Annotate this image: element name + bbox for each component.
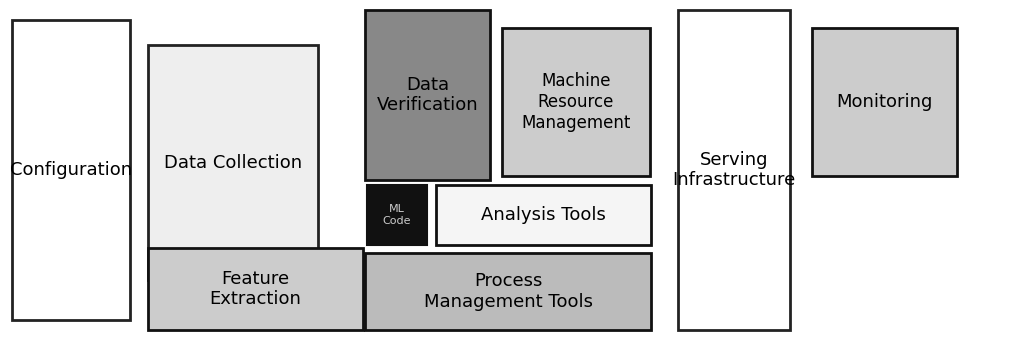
Bar xyxy=(502,28,650,176)
Text: Serving
Infrastructure: Serving Infrastructure xyxy=(673,151,796,189)
Bar xyxy=(367,185,427,245)
Text: Data
Verification: Data Verification xyxy=(377,75,478,115)
Bar xyxy=(365,253,651,330)
Text: Monitoring: Monitoring xyxy=(837,93,933,111)
Bar xyxy=(678,10,790,330)
Bar xyxy=(148,45,318,280)
Text: Feature
Extraction: Feature Extraction xyxy=(210,270,301,308)
Bar xyxy=(812,28,957,176)
Bar xyxy=(148,248,362,330)
Bar xyxy=(436,185,651,245)
Text: Data Collection: Data Collection xyxy=(164,154,302,172)
Bar xyxy=(365,10,490,180)
Bar xyxy=(12,20,130,320)
Text: Configuration: Configuration xyxy=(10,161,132,179)
Text: Analysis Tools: Analysis Tools xyxy=(481,206,606,224)
Text: Machine
Resource
Management: Machine Resource Management xyxy=(521,72,631,132)
Text: ML
Code: ML Code xyxy=(383,204,412,226)
Text: Process
Management Tools: Process Management Tools xyxy=(424,272,593,311)
